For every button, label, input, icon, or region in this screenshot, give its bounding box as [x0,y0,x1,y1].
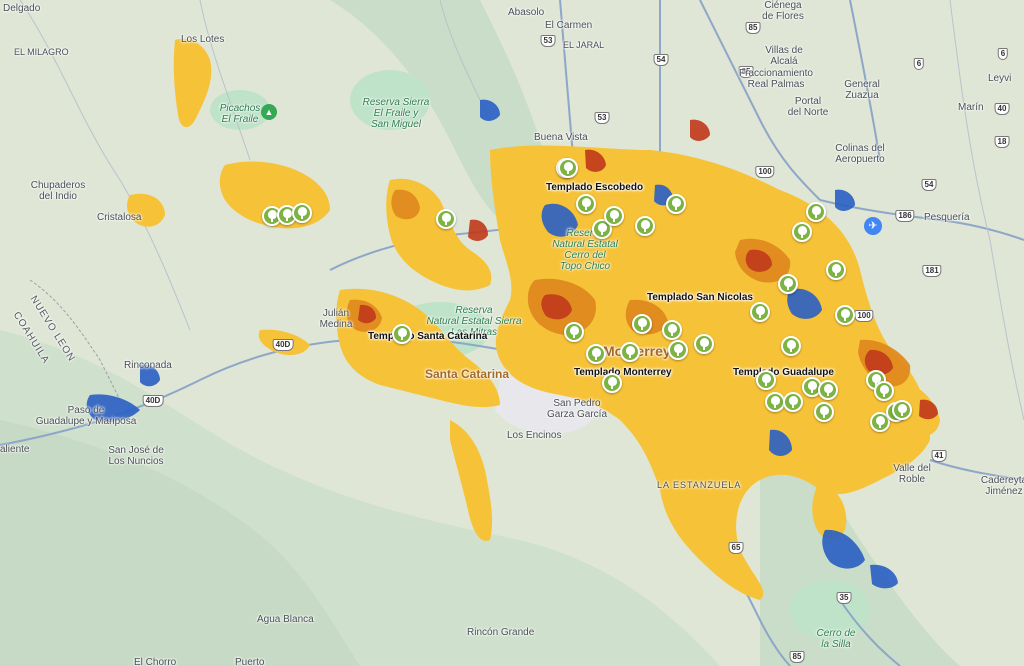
tree-icon[interactable] [874,381,894,401]
highway-shield: 41 [931,450,947,462]
tree-icon[interactable] [783,392,803,412]
highway-shield: 53 [540,35,556,47]
tree-icon[interactable] [668,340,688,360]
place-label: Julián Medina [319,308,353,330]
place-label: Delgado [3,3,41,14]
highway-shield: 85 [738,66,754,78]
airplane-icon[interactable]: ✈ [864,217,882,235]
tree-icon[interactable] [558,158,578,178]
highway-shield: 54 [653,54,669,66]
highway-shield: 40D [272,339,294,351]
highway-shield: 100 [854,310,874,322]
place-label: Chupaderos del Indio [30,180,86,202]
place-label: General Zuazua [844,79,880,101]
tree-icon[interactable] [632,314,652,334]
highway-shield: 6 [913,58,925,70]
place-label: Colinas del Aeropuerto [835,143,885,165]
place-label: Buena Vista [534,132,588,143]
highway-shield: 181 [922,265,942,277]
highway-shield: 18 [994,136,1010,148]
place-label: Abasolo [508,7,545,18]
templado-label[interactable]: Templado Monterrey [574,367,672,378]
tree-icon[interactable] [694,334,714,354]
templado-label[interactable]: Templado Santa Catarina [368,331,488,342]
tree-icon[interactable] [818,380,838,400]
tree-icon[interactable] [802,377,822,397]
place-label: Portal del Norte [787,96,829,118]
tree-icon[interactable] [635,216,655,236]
tree-icon[interactable] [576,194,596,214]
tree-icon[interactable] [870,412,890,432]
tree-icon[interactable] [756,370,776,390]
place-label: Cadereyta Jiménez [980,475,1024,497]
mountain-icon[interactable]: ▲ [261,104,277,120]
tree-icon[interactable] [778,274,798,294]
place-label: Rinconada [124,360,172,371]
templado-label[interactable]: Templado San Nicolas [647,292,753,303]
highway-shield: 65 [728,542,744,554]
place-label: El Carmen [545,20,593,31]
place-label: Pesquería [924,212,970,223]
tree-icon[interactable] [826,260,846,280]
tree-icon[interactable] [602,373,622,393]
tree-icon[interactable] [666,194,686,214]
place-label: LA ESTANZUELA [657,480,742,490]
place-label: Agua Blanca [257,614,314,625]
place-label: El Chorro [134,657,177,666]
tree-icon[interactable] [620,342,640,362]
tree-icon[interactable] [765,392,785,412]
park-label: Picachos El Fraile [219,103,261,125]
tree-icon[interactable] [436,209,456,229]
tree-icon[interactable] [292,203,312,223]
place-label: EL JARAL [563,40,605,50]
place-label: San Pedro Garza García [546,398,608,420]
highway-shield: 85 [745,22,761,34]
templado-label[interactable]: Templado Escobedo [546,182,644,193]
highway-shield: 40 [994,103,1010,115]
templado-label[interactable]: Templado Guadalupe [733,367,834,378]
park-label: Cerro de la Silla [816,628,856,650]
place-label: Cristalosa [97,212,142,223]
place-label: Villas de Alcalá [765,45,803,67]
place-label: Los Encinos [507,430,562,441]
park-label: Reserva Natural Estatal Sierra Las Mitra… [426,305,522,338]
place-label: EL MILAGRO [14,47,69,57]
place-label: Rincón Grande [467,627,535,638]
tree-icon[interactable] [792,222,812,242]
place-label: aliente [0,444,30,455]
place-label: Leyvi [988,73,1012,84]
tree-icon[interactable] [392,324,412,344]
park-label: Reserva Natural Estatal Cerro del Topo C… [552,228,618,272]
tree-icon[interactable] [586,344,606,364]
highway-shield: 6 [997,48,1009,60]
tree-icon[interactable] [781,336,801,356]
place-label: San José de Los Nuncios [108,445,164,467]
place-label: Los Lotes [181,34,225,45]
place-label: Fraccionamiento Real Palmas [739,68,813,90]
place-label: Marín [958,102,984,113]
highway-shield: 35 [836,592,852,604]
place-label: Paso de Guadalupe y Mariposa [35,405,137,427]
highway-shield: 85 [789,651,805,663]
highway-shield: 54 [921,179,937,191]
tree-icon[interactable] [604,206,624,226]
place-label: Puerto [235,657,265,666]
highway-shield: 40D [142,395,164,407]
tree-icon[interactable] [662,320,682,340]
tree-icon[interactable] [806,202,826,222]
place-label: Santa Catarina [425,367,510,381]
place-label: Valle del Roble [893,463,931,485]
tree-icon[interactable] [564,322,584,342]
tree-icon[interactable] [750,302,770,322]
highway-shield: 53 [594,112,610,124]
highway-shield: 100 [755,166,775,178]
tree-icon[interactable] [892,400,912,420]
tree-icon[interactable] [835,305,855,325]
park-label: Reserva Sierra El Fraile y San Miguel [362,97,430,130]
tree-icon[interactable] [814,402,834,422]
place-label: Ciénega de Flores [762,0,804,22]
highway-shield: 186 [895,210,915,222]
